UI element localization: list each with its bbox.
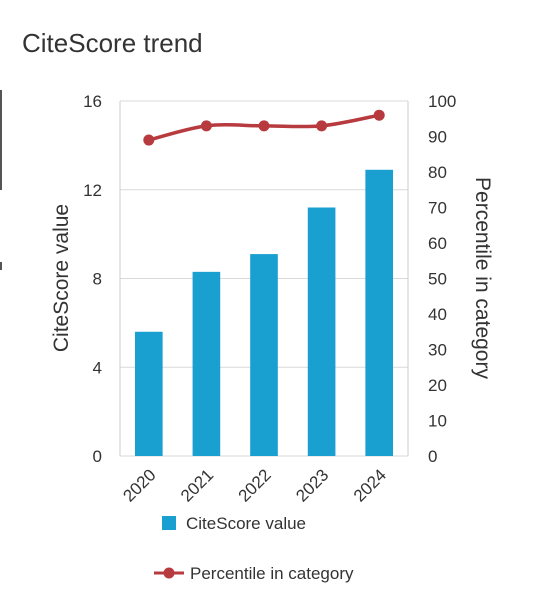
bar [134,331,163,456]
x-tick-label: 2020 [119,465,159,505]
legend-label-citescore: CiteScore value [186,514,306,533]
bar-layer [134,169,394,456]
percentile-point [143,134,155,146]
y2-tick-label: 10 [428,412,447,431]
y-axis-label: CiteScore value [50,204,73,352]
y2-axis-label: Percentile in category [471,177,494,379]
percentile-point [258,120,270,132]
legend-swatch-point [163,567,175,579]
y2-tick-label: 100 [428,92,456,111]
percentile-point [316,120,328,132]
legend-swatch-bar [162,516,176,530]
left-edge-mark-top [0,90,2,190]
percentile-point [373,109,385,121]
bar [365,169,394,456]
bar [250,254,278,456]
x-tick-label: 2022 [235,465,275,505]
bar [192,271,221,456]
y2-tick-label: 90 [428,128,447,147]
x-tick-label: 2024 [350,465,390,505]
y2-tick-label: 60 [428,234,447,253]
y-tick-label: 12 [83,181,102,200]
x-tick-label: 2021 [177,465,217,505]
y-tick-label: 4 [93,358,102,377]
y2-tick-label: 70 [428,199,447,218]
legend: CiteScore value Percentile in category [154,514,354,583]
x-tick-label: 2023 [292,465,332,505]
y2-tick-label: 80 [428,163,447,182]
legend-label-percentile: Percentile in category [190,564,354,583]
y2-tick-label: 30 [428,341,447,360]
y2-tick-label: 40 [428,305,447,324]
bar [307,207,336,456]
y2-tick-label: 20 [428,376,447,395]
y-tick-label: 0 [93,447,102,466]
line-layer [143,109,385,146]
y-tick-label: 16 [83,92,102,111]
y-tick-label: 8 [93,270,102,289]
y2-tick-label: 50 [428,270,447,289]
chart-title: CiteScore trend [22,28,203,58]
percentile-point [200,120,212,132]
left-edge-mark-bottom [0,262,2,270]
y2-tick-label: 0 [428,447,437,466]
